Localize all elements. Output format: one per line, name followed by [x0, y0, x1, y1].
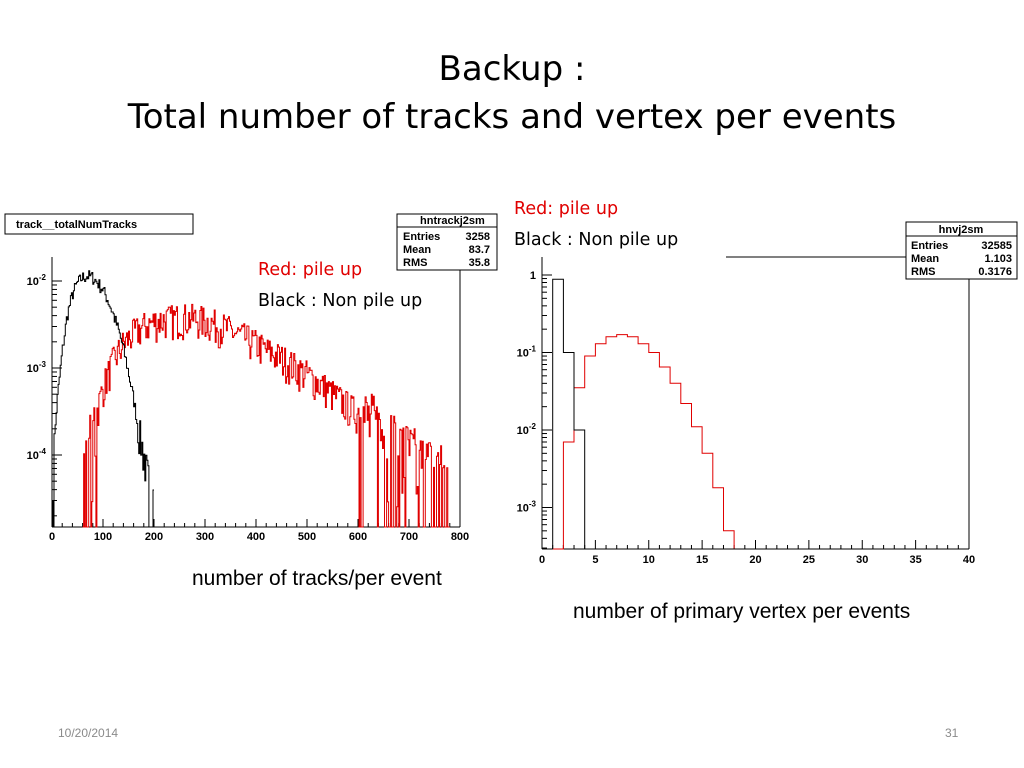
tracks-stats-rms-label: RMS [403, 257, 427, 269]
vertex-stats-box: hnvj2sm Entries 32585 Mean 1.103 RMS 0.3… [905, 221, 1018, 280]
tracks-legend-note: Red: pile up Black : Non pile up [258, 255, 422, 317]
vertex-y-tick-label: 10-1 [517, 345, 537, 360]
tracks-x-tick-label: 200 [145, 531, 163, 543]
vertex-stats-entries-label: Entries [911, 240, 948, 252]
tracks-histogram-title: track__totalNumTracks [16, 219, 137, 231]
tracks-legend-pileup: Red: pile up [258, 260, 363, 280]
vertex-y-tick-label: 10-2 [517, 422, 537, 437]
tracks-histogram: track__totalNumTracks 0 100 200 300 400 500 60… [4, 213, 498, 543]
vertex-stats-mean: 1.103 [984, 253, 1012, 265]
slide-title: Backup : Total number of tracks and vert… [0, 45, 1024, 141]
vertex-x-tick-label: 30 [856, 554, 868, 566]
vertex-legend-nonpileup: Black : Non pile up [514, 230, 679, 250]
title-line-2: Total number of tracks and vertex per ev… [127, 97, 897, 137]
vertex-nonpileup-series [552, 278, 969, 550]
tracks-x-tick-label: 100 [94, 531, 112, 543]
vertex-x-tick-label: 10 [643, 554, 655, 566]
vertex-y-tick-label: 10-3 [517, 500, 537, 515]
tracks-x-tick-label: 400 [247, 531, 265, 543]
title-line-1: Backup : [438, 49, 586, 89]
vertex-x-tick-label: 25 [803, 554, 815, 566]
tracks-x-tick-label: 700 [400, 531, 418, 543]
vertex-x-tick-label: 40 [963, 554, 975, 566]
vertex-legend-pileup: Red: pile up [514, 199, 619, 219]
vertex-x-tick-label: 0 [539, 554, 545, 566]
tracks-title-box [4, 213, 194, 235]
tracks-x-tick-label: 0 [49, 531, 55, 543]
tracks-stats-mean-label: Mean [403, 244, 431, 256]
tracks-stats-name: hntrackj2sm [420, 215, 485, 227]
tracks-stats-rms: 35.8 [469, 257, 490, 269]
page-number: 31 [945, 726, 959, 740]
tracks-x-tick-label: 600 [349, 531, 367, 543]
tracks-x-tick-label: 500 [298, 531, 316, 543]
tracks-legend-nonpileup: Black : Non pile up [258, 291, 423, 311]
vertex-stats-rms: 0.3176 [978, 266, 1012, 278]
vertex-x-tick-label: 5 [592, 554, 598, 566]
tracks-y-tick-label: 10-3 [27, 360, 47, 375]
tracks-x-tick-label: 800 [451, 531, 469, 543]
vertex-x-tick-label: 15 [696, 554, 708, 566]
vertex-x-tick-label: 35 [910, 554, 922, 566]
tracks-pileup-series [82, 303, 450, 528]
tracks-y-tick-label: 10-2 [27, 273, 47, 288]
vertex-legend-note: Red: pile up Black : Non pile up [514, 194, 678, 256]
tracks-x-axis-label: number of tracks/per event [192, 567, 442, 590]
vertex-stats-entries: 32585 [981, 240, 1012, 252]
vertex-y-tick-label: 1 [530, 270, 536, 282]
vertex-x-tick-label: 20 [749, 554, 761, 566]
vertex-x-axis-label: number of primary vertex per events [573, 600, 911, 623]
tracks-stats-entries-label: Entries [403, 231, 440, 243]
vertex-stats-rms-label: RMS [911, 266, 935, 278]
footer-date: 10/20/2014 [58, 726, 119, 740]
vertex-stats-name: hnvj2sm [939, 224, 984, 236]
vertex-histogram: 0 5 10 15 20 25 30 35 40 1 10-1 10-2 10-3 hnvj2sm En… [517, 221, 1018, 566]
tracks-y-tick-label: 10-4 [27, 447, 47, 462]
vertex-pileup-series [552, 334, 969, 550]
tracks-nonpileup-series [51, 270, 154, 528]
vertex-stats-mean-label: Mean [911, 253, 939, 265]
tracks-stats-entries: 3258 [466, 231, 490, 243]
tracks-x-tick-label: 300 [196, 531, 214, 543]
tracks-stats-box: hntrackj2sm Entries 3258 Mean 83.7 RMS 3… [396, 213, 498, 271]
tracks-stats-mean: 83.7 [469, 244, 490, 256]
vertex-axis-ticks: 0 5 10 15 20 25 30 35 40 1 10-1 10-2 10-3 [517, 270, 976, 566]
